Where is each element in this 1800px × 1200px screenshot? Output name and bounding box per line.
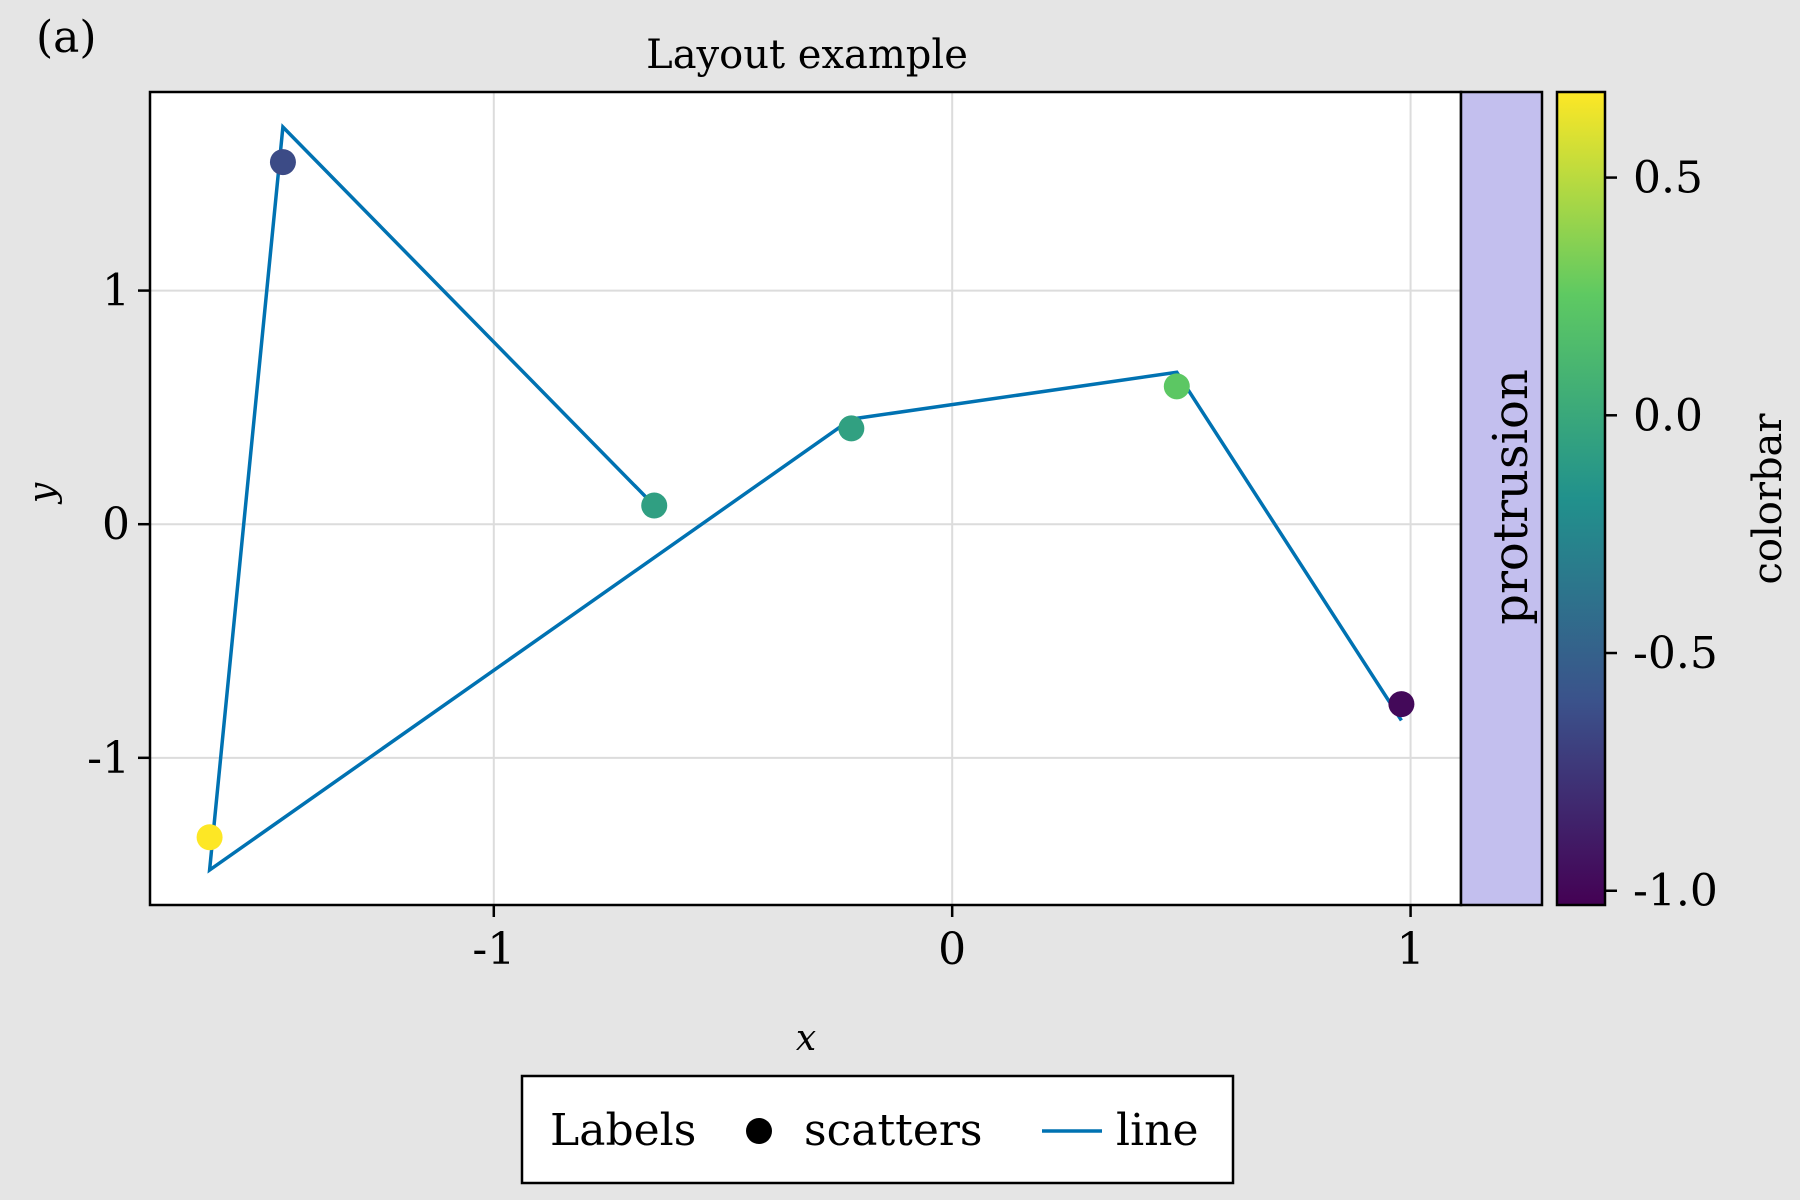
x-tick-label: -1	[472, 924, 515, 975]
scatter-point	[1163, 373, 1190, 400]
legend-box	[520, 1074, 1235, 1185]
series-line	[207, 123, 1403, 874]
x-tick-label: 0	[938, 924, 966, 975]
x-axis-label: x	[796, 1018, 816, 1059]
chart-title: Layout example	[646, 32, 968, 78]
legend: Labels scatters line	[520, 1074, 1235, 1185]
y-tick-label: 0	[102, 499, 130, 550]
y-axis-ticks: -1 0 1	[87, 266, 150, 784]
x-axis-ticks: -1 0 1	[472, 905, 1425, 975]
protrusion-box	[1459, 90, 1544, 907]
x-tick-label: 1	[1397, 924, 1425, 975]
colorbar-label: colorbar	[1745, 413, 1791, 585]
line-series-path	[207, 123, 1403, 874]
colorbar-tick-label: 0.5	[1633, 153, 1703, 204]
scatter-point	[196, 824, 223, 851]
colorbar	[1555, 90, 1607, 907]
colorbar-tick-label: -1.0	[1633, 866, 1718, 917]
y-tick-label: -1	[87, 733, 130, 784]
legend-title: Labels	[550, 1105, 696, 1156]
colorbar-tick-label: 0.0	[1633, 390, 1703, 441]
legend-label-line: line	[1116, 1105, 1199, 1156]
colorbar-tick-label: -0.5	[1633, 628, 1718, 679]
plot-area	[150, 92, 1461, 905]
scatter-point	[641, 492, 668, 519]
legend-marker-scatters	[746, 1118, 772, 1144]
y-axis-label: y	[22, 482, 63, 505]
colorbar-ticks: -1.0 -0.5 0.0 0.5	[1605, 153, 1718, 917]
scatter-point	[1388, 691, 1415, 718]
scatter-point	[269, 149, 296, 176]
protrusion-label: protrusion	[1483, 369, 1539, 625]
panel-label: (a)	[36, 12, 97, 63]
y-tick-label: 1	[102, 266, 130, 317]
scatter-point	[838, 415, 865, 442]
legend-label-scatters: scatters	[804, 1105, 982, 1156]
series-scatter	[196, 149, 1415, 851]
